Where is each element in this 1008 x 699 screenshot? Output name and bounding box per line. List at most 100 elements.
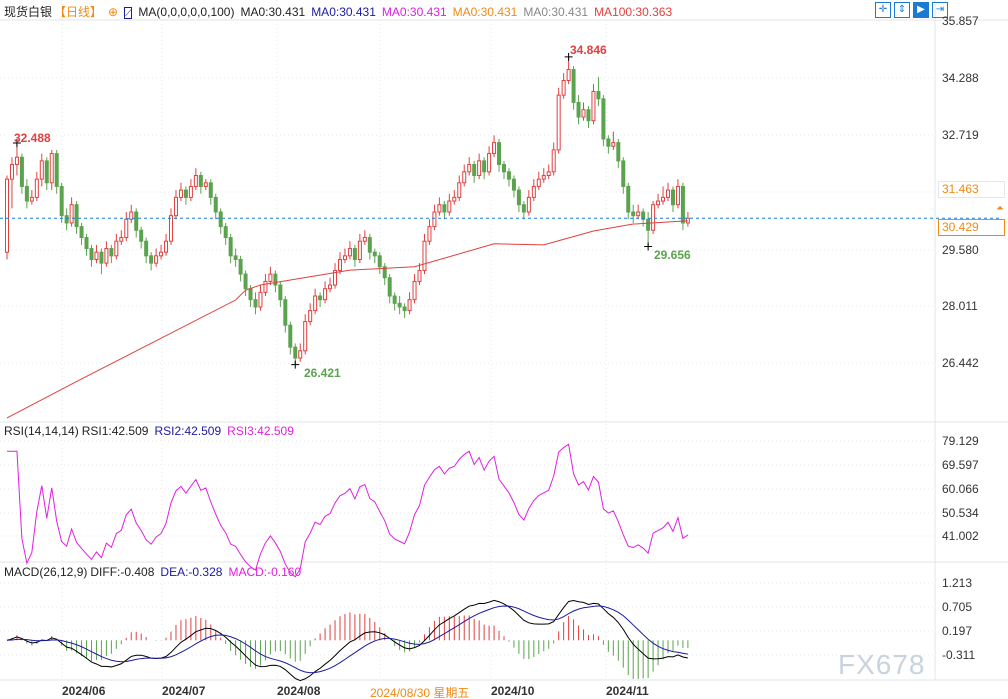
- ma-value: MA0:30.431: [311, 5, 376, 19]
- candle-body: [482, 160, 487, 173]
- candle-body: [636, 211, 641, 217]
- symbol-name: 现货白银: [4, 5, 53, 19]
- candle-body: [318, 295, 323, 301]
- extreme-marker: [644, 242, 653, 251]
- ma-value: MA0:30.431: [240, 5, 306, 19]
- rsi1-value: RSI1:42.509: [81, 424, 149, 438]
- candle-body: [477, 160, 482, 176]
- candle-body: [661, 196, 666, 202]
- candle-body: [511, 178, 516, 191]
- candle-body: [164, 240, 169, 253]
- dea-line: [6, 605, 688, 674]
- price-tick: 32.719: [942, 128, 979, 142]
- candle-body: [402, 306, 407, 312]
- candle-body: [382, 266, 387, 279]
- candle-body: [238, 258, 243, 275]
- scroll-up-icon[interactable]: ⏶: [996, 203, 1004, 214]
- candle-body: [114, 240, 119, 257]
- candle-body: [228, 237, 233, 257]
- candle-body: [293, 346, 298, 359]
- candle-body: [243, 273, 248, 290]
- candle-body: [407, 299, 412, 312]
- candle-body: [283, 299, 288, 326]
- candle-body: [44, 160, 49, 184]
- candle-body: [367, 237, 372, 253]
- candle-body: [308, 310, 313, 323]
- candle-body: [19, 156, 24, 187]
- macd-value: MACD:-0.160: [228, 565, 302, 579]
- date-tick: 2024/06: [62, 684, 106, 698]
- candle-body: [74, 204, 79, 228]
- candle-body: [392, 295, 397, 304]
- candle-body: [34, 178, 39, 198]
- candle-body: [571, 69, 576, 103]
- settings-icon[interactable]: ⊕: [108, 5, 119, 19]
- candle-body: [452, 196, 457, 202]
- candle-body: [54, 153, 59, 187]
- candle-body: [223, 226, 228, 239]
- macd-tick: 1.213: [942, 576, 973, 590]
- candle-body: [566, 69, 571, 82]
- candle-body: [14, 156, 19, 166]
- candle-body: [89, 248, 94, 260]
- candle-body: [551, 149, 556, 173]
- candle-body: [129, 211, 134, 220]
- candle-body: [457, 182, 462, 198]
- candle-body: [606, 138, 611, 147]
- candle-body: [119, 237, 124, 242]
- candle-body: [641, 211, 646, 220]
- ma-label: MA(0,0,0,0,0,100): [138, 5, 235, 19]
- candle-body: [173, 196, 178, 217]
- candle-body: [347, 248, 352, 257]
- candle-body: [596, 90, 601, 100]
- current-price-label: 30.429: [938, 219, 1005, 236]
- date-tick: 2024/10: [491, 684, 535, 698]
- candle-body: [154, 255, 159, 264]
- candle-body: [104, 248, 109, 264]
- candle-body: [193, 174, 198, 187]
- candle-body: [422, 240, 427, 271]
- candle-body: [472, 164, 477, 176]
- candle-body: [328, 284, 333, 290]
- rsi-tick: 69.597: [942, 458, 979, 472]
- fit-vertical-icon[interactable]: ⇕: [894, 2, 910, 18]
- date-tick: 2024/08: [277, 684, 321, 698]
- candle-body: [387, 277, 392, 297]
- rsi-label: RSI(14,14,14): [4, 424, 79, 438]
- macd-label: MACD(26,12,9): [4, 565, 88, 579]
- candle-body: [29, 196, 34, 202]
- price-tick: 29.580: [942, 243, 979, 257]
- candle-body: [536, 178, 541, 187]
- candle-body: [178, 189, 183, 198]
- candle-body: [5, 178, 9, 253]
- indicator-icon[interactable]: ⟋: [124, 7, 133, 19]
- candle-body: [417, 269, 422, 282]
- candle-body: [273, 273, 278, 286]
- candle-body: [372, 251, 377, 257]
- candle-body: [377, 255, 382, 268]
- ma100-line: [6, 220, 688, 419]
- candle-body: [24, 185, 29, 202]
- scroll-right-icon[interactable]: ⇥: [932, 2, 948, 18]
- candle-body: [616, 142, 621, 162]
- candle-body: [581, 109, 586, 118]
- candle-body: [526, 196, 531, 213]
- candle-body: [288, 324, 293, 348]
- period-selector[interactable]: 【日线】: [54, 5, 103, 19]
- play-icon[interactable]: ▶: [913, 2, 929, 18]
- candle-body: [149, 255, 154, 264]
- crosshair-icon[interactable]: ✛: [875, 2, 891, 18]
- candle-body: [626, 185, 631, 213]
- candle-body: [675, 185, 680, 206]
- low-label: 26.421: [304, 366, 341, 380]
- rsi-tick: 60.066: [942, 482, 979, 496]
- candle-body: [502, 164, 506, 173]
- candle-body: [352, 248, 357, 260]
- candle-body: [621, 160, 626, 187]
- candle-body: [357, 240, 362, 260]
- crosshair-date: 2024/08/30 星期五: [370, 686, 470, 699]
- candle-body: [263, 280, 268, 293]
- ma-value: MA0:30.431: [381, 5, 447, 19]
- price-tick: 34.288: [942, 71, 979, 85]
